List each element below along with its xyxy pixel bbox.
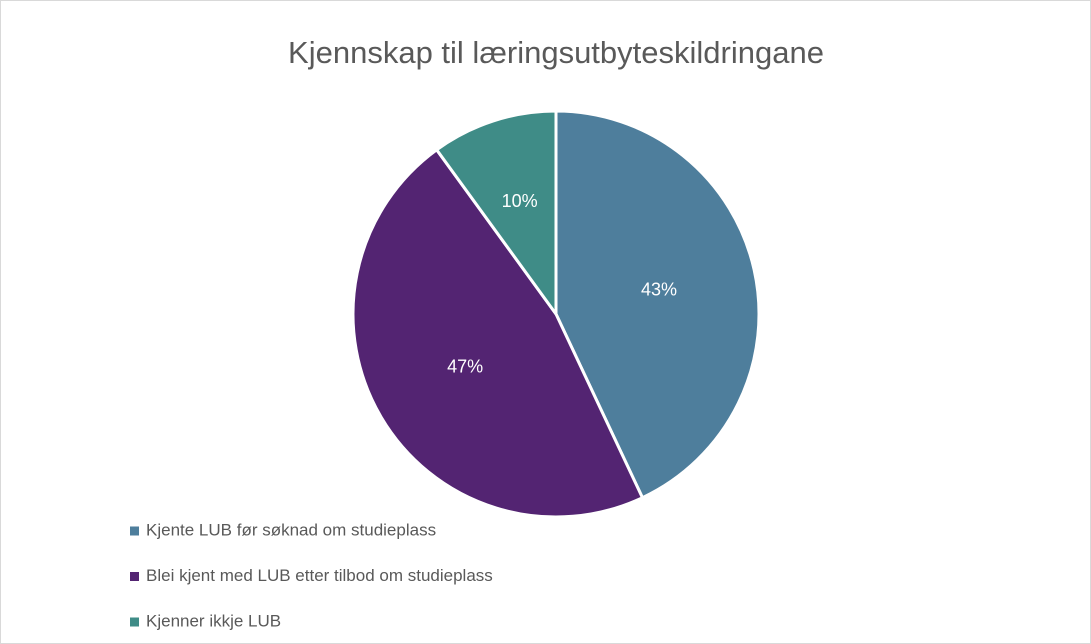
pie-slice <box>351 147 645 519</box>
pie-slice <box>554 109 761 500</box>
legend-label: Kjenner ikkje LUB <box>146 611 281 630</box>
legend-swatch <box>130 526 139 536</box>
legend-swatch <box>130 572 139 581</box>
data-label: 47% <box>447 356 483 376</box>
pie-slice <box>434 109 558 319</box>
legend-label: Blei kjent med LUB etter tilbod om studi… <box>146 566 493 585</box>
data-label: 10% <box>502 191 538 211</box>
legend-swatch <box>130 617 139 627</box>
legend-label: Kjente LUB før søknad om studieplass <box>146 520 436 539</box>
chart-title: Kjennskap til læringsutbyteskildringane <box>288 35 824 70</box>
data-label: 43% <box>641 280 677 300</box>
